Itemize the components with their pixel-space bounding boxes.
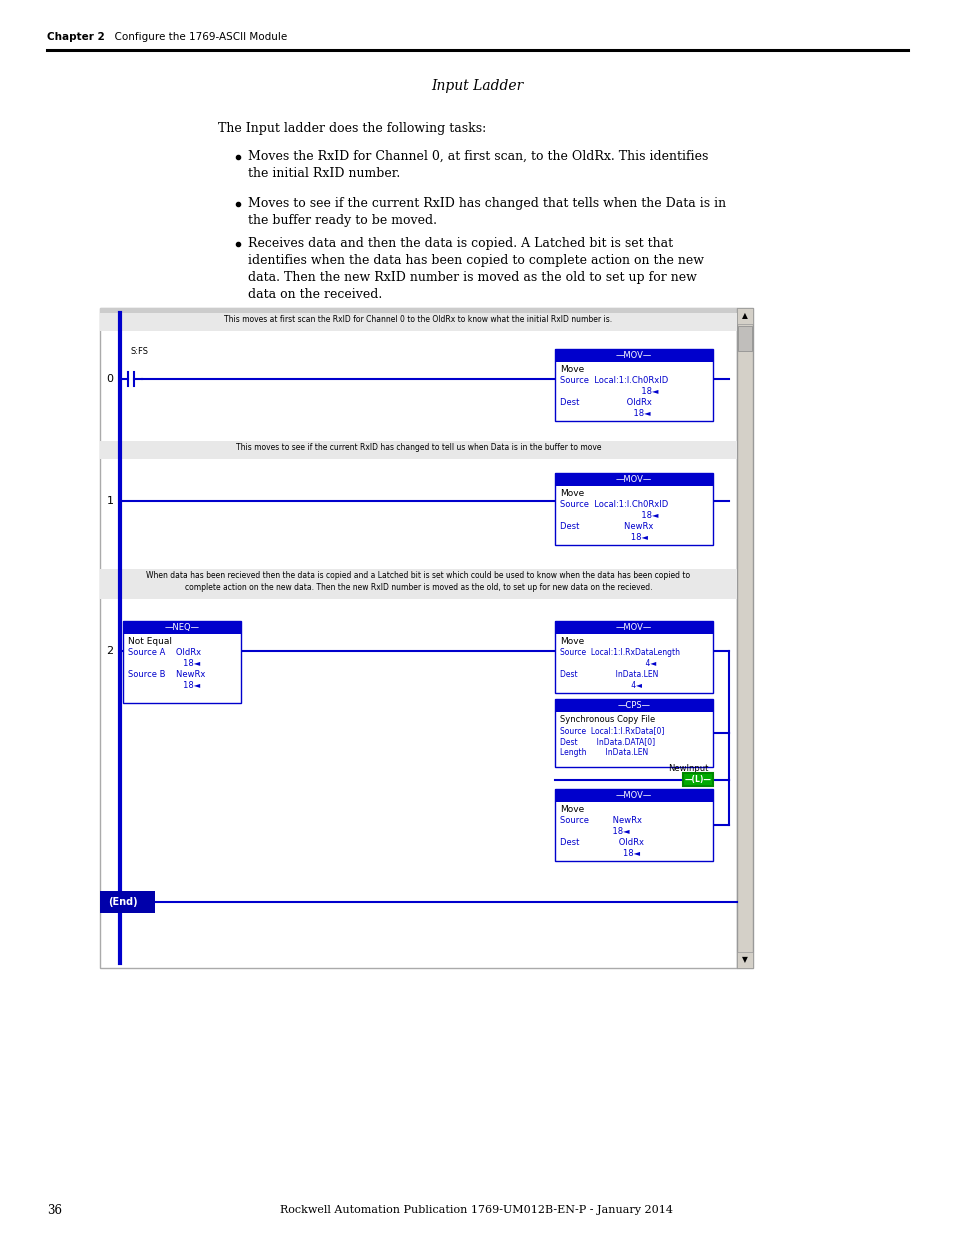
Bar [737,308,752,968]
Text: Source A    OldRx: Source A OldRx [128,648,201,657]
Bar [738,326,751,351]
Text: Synchronous Copy File: Synchronous Copy File [559,715,655,724]
Text: 4◄: 4◄ [559,659,656,668]
Text: —MOV—: —MOV— [616,475,652,484]
Text: Source  Local:1:I.Ch0RxID: Source Local:1:I.Ch0RxID [559,500,667,509]
Text: Move: Move [559,805,583,814]
Text: Source B    NewRx: Source B NewRx [128,671,205,679]
Text: Dest                InData.LEN: Dest InData.LEN [559,671,658,679]
Text: 18◄: 18◄ [559,511,658,520]
Bar [555,699,712,767]
Text: (End): (End) [108,897,137,906]
Text: S:FS: S:FS [131,347,149,356]
Text: 2: 2 [107,646,113,656]
Text: Dest        InData.DATA[0]: Dest InData.DATA[0] [559,737,655,746]
Bar [555,621,712,634]
Bar [737,308,752,324]
Text: Moves to see if the current RxID has changed that tells when the Data is in
the : Moves to see if the current RxID has cha… [248,198,725,227]
Text: 4◄: 4◄ [559,680,641,690]
Text: —MOV—: —MOV— [616,351,652,359]
Text: Dest                  OldRx: Dest OldRx [559,398,651,408]
Text: Receives data and then the data is copied. A Latched bit is set that
identifies : Receives data and then the data is copie… [248,237,703,301]
Text: This moves to see if the current RxID has changed to tell us when Data is in the: This moves to see if the current RxID ha… [235,443,600,452]
Text: —NEQ—: —NEQ— [164,622,199,632]
Text: 18◄: 18◄ [559,848,639,858]
Text: —MOV—: —MOV— [616,790,652,800]
Text: 18◄: 18◄ [559,409,650,417]
Text: complete action on the new data. Then the new RxID number is moved as the old, t: complete action on the new data. Then th… [185,583,652,593]
Bar [555,699,712,713]
Text: Source  Local:1:I.Ch0RxID: Source Local:1:I.Ch0RxID [559,375,667,385]
Bar [123,621,241,634]
Bar [100,569,737,599]
Text: 0: 0 [107,374,113,384]
Bar [555,473,712,545]
Bar [100,312,737,331]
Text: ▼: ▼ [741,956,747,965]
Text: —(L)—: —(L)— [684,776,711,784]
Text: Move: Move [559,489,583,498]
Bar [737,952,752,968]
Text: 18◄: 18◄ [559,827,629,836]
Text: NewInput: NewInput [668,764,708,773]
Bar [555,473,712,487]
Bar [100,308,737,968]
Text: The Input ladder does the following tasks:: The Input ladder does the following task… [218,122,486,135]
Bar [555,789,712,861]
Bar [100,441,737,459]
Text: 18◄: 18◄ [128,659,200,668]
Text: Dest                 NewRx: Dest NewRx [559,522,653,531]
Text: ▲: ▲ [741,311,747,321]
Text: 1: 1 [107,496,113,506]
Text: —CPS—: —CPS— [617,701,650,710]
Bar [555,789,712,802]
Bar [682,773,712,785]
Bar [555,350,712,421]
Text: —MOV—: —MOV— [616,622,652,632]
Text: Rockwell Automation Publication 1769-UM012B-EN-P - January 2014: Rockwell Automation Publication 1769-UM0… [280,1205,673,1215]
Text: Input Ladder: Input Ladder [431,79,522,93]
Bar [555,621,712,693]
Text: 18◄: 18◄ [559,534,647,542]
Text: Length        InData.LEN: Length InData.LEN [559,748,648,757]
Bar [123,621,241,703]
Text: 18◄: 18◄ [559,387,658,396]
Text: This moves at first scan the RxID for Channel 0 to the OldRx to know what the in: This moves at first scan the RxID for Ch… [224,315,612,325]
Bar [100,308,737,312]
Text: 36: 36 [47,1203,62,1216]
Text: Chapter 2: Chapter 2 [47,32,105,42]
Text: 18◄: 18◄ [128,680,200,690]
Text: Moves the RxID for Channel 0, at first scan, to the OldRx. This identifies
the i: Moves the RxID for Channel 0, at first s… [248,149,708,180]
Text: Not Equal: Not Equal [128,637,172,646]
Text: Configure the 1769-ASCII Module: Configure the 1769-ASCII Module [108,32,287,42]
Bar [100,890,154,913]
Text: Source         NewRx: Source NewRx [559,816,641,825]
Bar [555,350,712,362]
Text: Source  Local:1:I.RxData[0]: Source Local:1:I.RxData[0] [559,726,663,735]
Text: Move: Move [559,637,583,646]
Text: When data has been recieved then the data is copied and a Latched bit is set whi: When data has been recieved then the dat… [146,572,690,580]
Text: Move: Move [559,366,583,374]
Text: Source  Local:1:I.RxDataLength: Source Local:1:I.RxDataLength [559,648,679,657]
Text: Dest               OldRx: Dest OldRx [559,839,643,847]
